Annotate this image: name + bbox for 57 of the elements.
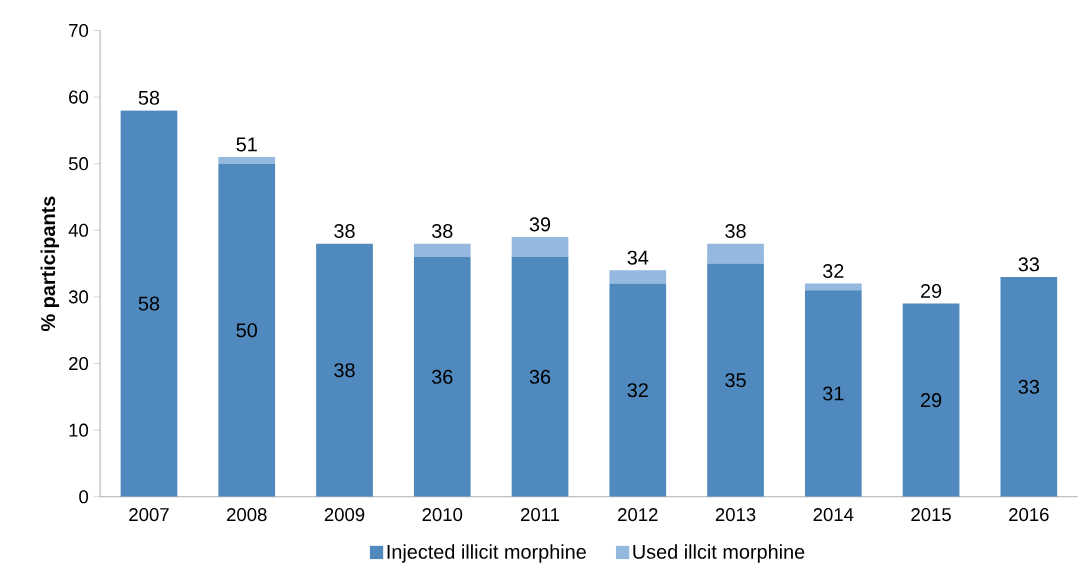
x-tick-label: 2012 [618,508,658,522]
total-label: 32 [823,264,844,279]
x-tick-label: 2009 [324,508,365,522]
x-tick-label: 2011 [521,508,560,522]
data-label: 31 [823,386,844,401]
bar [902,303,960,497]
bar [511,237,569,258]
total-label: 39 [529,217,551,232]
x-tick-label: 2007 [129,508,169,522]
bar [316,243,373,497]
y-tick-label: 50 [68,157,89,171]
y-axis-title: % participants [40,196,60,332]
y-tick-label: 30 [68,290,89,304]
y-tick-label: 20 [69,357,89,371]
bar [707,243,764,264]
x-tick-label: 2013 [715,508,756,522]
bar [609,283,667,497]
data-label: 38 [334,363,355,378]
legend-label: Used illcit morphine [633,544,805,563]
x-tick-label: 2008 [227,508,267,522]
bar [218,157,276,164]
x-tick-label: 2016 [1009,508,1049,522]
data-label: 50 [236,323,257,338]
total-label: 38 [334,224,355,239]
x-tick-label: 2014 [813,508,854,522]
data-label: 36 [529,369,551,384]
data-label: 58 [138,296,160,311]
total-label: 51 [236,137,257,152]
bar [413,243,471,258]
total-label: 33 [1018,257,1040,272]
data-label: 29 [921,393,942,408]
y-tick-label: 40 [68,223,89,237]
total-label: 38 [725,224,746,239]
bar [609,270,667,284]
bar [804,290,862,497]
y-tick-label: 10 [69,423,89,437]
bar [804,283,862,291]
x-tick-label: 2015 [911,508,951,522]
y-tick-label: 0 [79,490,89,504]
data-label: 32 [627,383,648,398]
bar [1000,276,1058,497]
x-tick-label: 2010 [422,508,463,522]
data-label: 35 [725,373,746,388]
bar [511,257,569,497]
bar [707,263,764,497]
total-label: 38 [431,224,453,239]
y-tick-label: 70 [69,23,89,38]
total-label: 58 [138,90,160,105]
legend-label: Injected illicit morphine [387,544,586,563]
data-label: 36 [431,369,453,384]
bar [120,110,178,497]
data-label: 33 [1018,379,1040,394]
bar [413,257,471,497]
total-label: 34 [627,250,649,265]
bar [218,163,276,497]
total-label: 29 [921,284,942,299]
y-tick-label: 60 [69,90,89,104]
